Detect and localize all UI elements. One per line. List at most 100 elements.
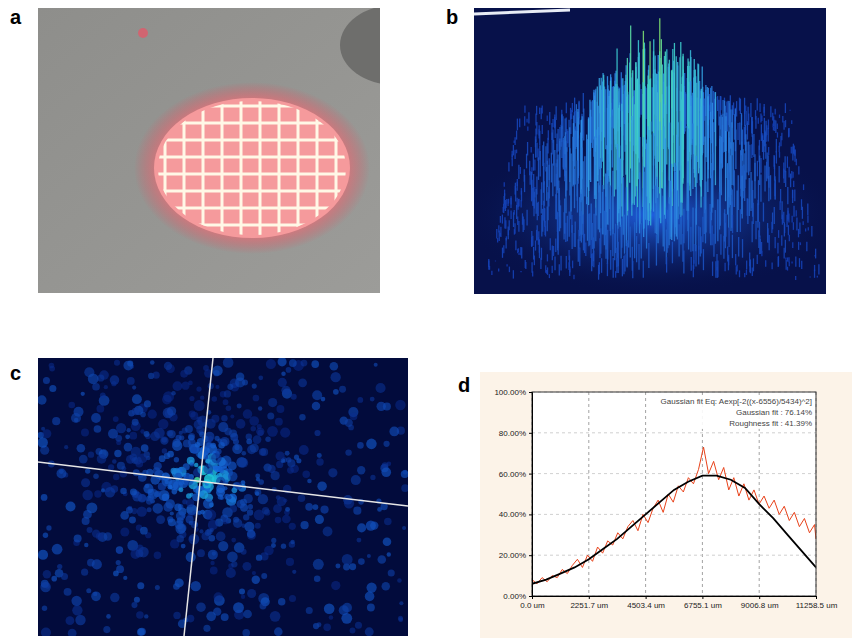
surface-spike	[579, 247, 580, 266]
speckle	[330, 372, 340, 382]
speckle	[286, 367, 292, 373]
surface-spike	[783, 121, 784, 130]
speckle	[231, 561, 237, 567]
speckle	[195, 442, 201, 448]
surface-spike	[779, 201, 780, 210]
surface-spike	[717, 199, 718, 241]
speckle	[265, 437, 270, 442]
panel-letter: a	[10, 6, 22, 28]
speckle	[49, 385, 56, 392]
surface-spike	[561, 126, 562, 158]
speckle	[401, 470, 408, 478]
surface-spike	[607, 263, 608, 276]
surface-spike	[581, 211, 582, 243]
speckle	[246, 439, 252, 445]
speckle	[187, 615, 195, 623]
surface-spike	[646, 197, 647, 249]
surface-spike	[779, 146, 780, 152]
speckle	[175, 524, 185, 534]
speckle	[174, 457, 179, 462]
speckle	[258, 406, 262, 410]
speckle	[88, 373, 99, 384]
surface-spike	[505, 238, 506, 248]
surface-spike	[795, 257, 796, 267]
speckle	[229, 505, 237, 513]
speckle	[191, 447, 197, 453]
surface-spike	[503, 245, 504, 253]
surface-spike	[572, 137, 573, 187]
surface-spike	[517, 182, 518, 191]
speckle	[196, 386, 201, 391]
surface-spike	[738, 237, 739, 256]
surface-spike	[781, 235, 782, 245]
surface-spike	[788, 128, 789, 137]
speckle	[71, 596, 81, 606]
grid-line	[532, 514, 816, 515]
surface-spike	[538, 157, 539, 180]
speckle	[316, 458, 323, 465]
speckle	[382, 582, 391, 591]
surface-spike	[753, 203, 754, 224]
surface-spike	[495, 260, 496, 262]
surface-spike	[607, 239, 608, 264]
speckle	[111, 381, 116, 386]
surface-spike	[590, 110, 591, 182]
speckle	[357, 397, 363, 403]
surface-spike	[791, 120, 792, 124]
speckle	[52, 544, 63, 555]
surface-spike	[496, 229, 497, 238]
surface-spike	[613, 258, 614, 278]
surface-spike	[531, 262, 532, 273]
surface-spike	[775, 237, 776, 248]
speckle	[298, 494, 306, 502]
crosshair	[38, 462, 408, 506]
speckle	[230, 433, 238, 441]
surface-spike	[640, 89, 641, 115]
surface-spike	[530, 171, 531, 185]
surface-spike	[753, 258, 754, 271]
surface-spike	[768, 176, 769, 201]
speckle	[153, 372, 160, 379]
surface-spike	[734, 170, 735, 207]
speckle	[268, 398, 277, 407]
speckle	[91, 413, 101, 423]
speckle	[227, 552, 238, 563]
surface-spike	[531, 147, 532, 153]
speckle	[138, 628, 146, 636]
speckle	[173, 612, 180, 619]
surface-spike	[755, 116, 756, 129]
surface-spike	[601, 258, 602, 273]
speckle	[131, 602, 137, 608]
surface-spike	[504, 217, 505, 228]
panel-letter: d	[458, 374, 470, 396]
speckle	[237, 404, 242, 409]
grid-wire	[150, 207, 355, 210]
speckle	[74, 534, 82, 542]
surface-spike	[488, 260, 489, 269]
grid-wire	[278, 95, 281, 240]
surface-spike	[796, 217, 797, 230]
speckle	[139, 494, 147, 502]
speckle	[228, 494, 233, 499]
surface-spike	[674, 189, 675, 241]
annotation: Roughness fit : 41.39%	[729, 419, 812, 428]
speckle	[281, 371, 285, 375]
speckle	[357, 466, 365, 474]
speckle	[167, 430, 175, 438]
speckle	[345, 419, 353, 427]
speckle	[226, 405, 232, 411]
speckle	[367, 604, 375, 612]
surface-spike	[597, 87, 598, 182]
speckle	[302, 471, 309, 478]
surface-spike	[514, 150, 515, 159]
surface-spike	[773, 127, 774, 131]
speckle	[156, 515, 165, 524]
speckle	[106, 614, 111, 619]
surface-spike	[526, 154, 527, 169]
speckle	[129, 517, 136, 524]
surface-spike	[634, 104, 635, 205]
surface-spike	[547, 116, 548, 121]
speckle	[127, 428, 131, 432]
surface-spike	[559, 264, 560, 275]
surface-spike	[652, 87, 653, 131]
